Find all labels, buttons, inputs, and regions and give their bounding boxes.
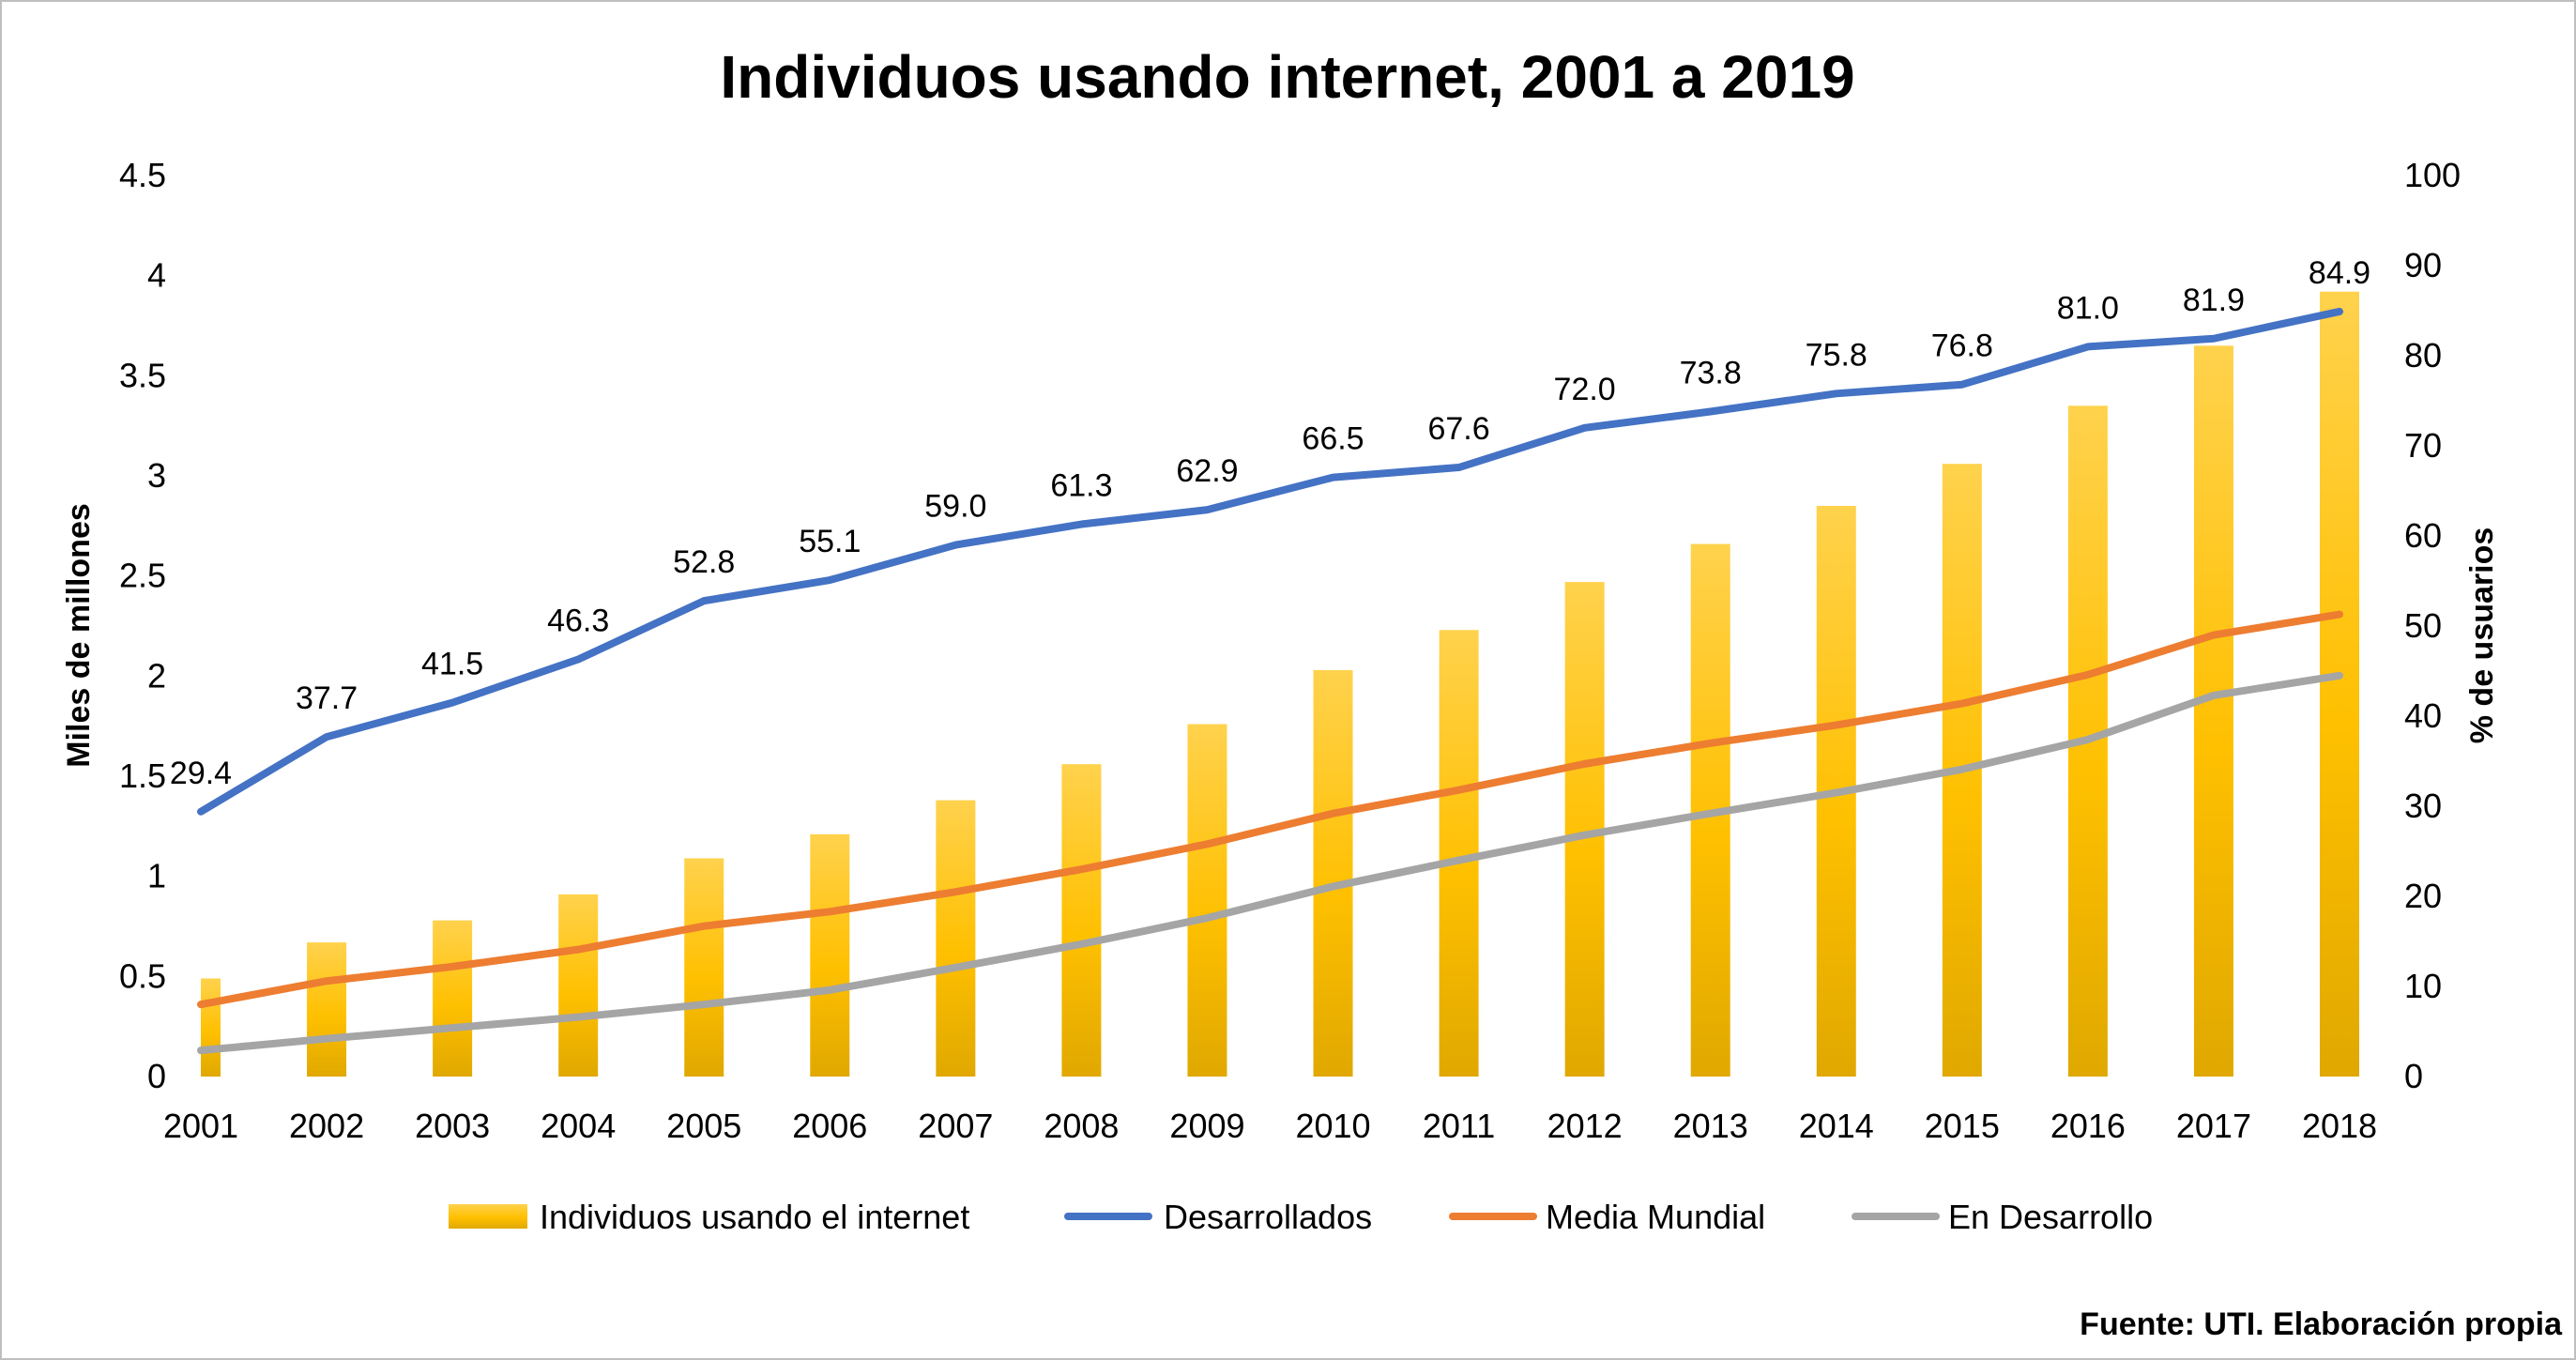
x-tick-label: 2009	[1169, 1107, 1244, 1145]
line-series	[197, 307, 2343, 1055]
x-tick-label: 2002	[289, 1107, 364, 1145]
data-label: 55.1	[799, 524, 861, 559]
x-tick-label: 2005	[666, 1107, 741, 1145]
legend-label: Media Mundial	[1546, 1198, 1765, 1236]
y-left-tick-label: 0	[147, 1057, 166, 1095]
legend-label: Individuos usando el internet	[540, 1198, 969, 1236]
x-tick-label: 2001	[163, 1107, 238, 1145]
y-axis-right-ticks: 0 10 20 30 40 50 60 70 80 90 100	[2404, 156, 2461, 1095]
data-label: 75.8	[1806, 337, 1867, 373]
y-left-tick-label: 4.5	[119, 156, 166, 194]
y-left-tick-label: 2	[147, 656, 166, 695]
x-tick-label: 2016	[2050, 1107, 2126, 1145]
series-line	[197, 671, 2343, 1055]
series-line	[197, 307, 2343, 816]
x-axis-ticks: 2001 2002 2003 2004 2005 2006 2007 2008 2009 2010…	[163, 1107, 2377, 1145]
y-axis-right-title: % de usuarios	[2464, 527, 2500, 744]
bar	[936, 800, 976, 1077]
x-tick-label: 2008	[1044, 1107, 1119, 1145]
y-left-tick-label: 0.5	[119, 956, 166, 995]
y-right-tick-label: 90	[2404, 246, 2442, 284]
x-tick-label: 2018	[2302, 1107, 2377, 1145]
x-tick-label: 2013	[1673, 1107, 1748, 1145]
bar	[1061, 764, 1102, 1077]
data-label: 72.0	[1554, 372, 1616, 407]
y-right-tick-label: 60	[2404, 516, 2442, 555]
bar	[201, 978, 221, 1077]
y-left-tick-label: 4	[147, 256, 166, 295]
y-left-tick-label: 1.5	[119, 756, 166, 795]
bar	[433, 920, 473, 1077]
data-label: 59.0	[924, 489, 986, 525]
x-tick-label: 2004	[541, 1107, 616, 1145]
bar	[2320, 291, 2359, 1077]
y-left-tick-label: 3.5	[119, 356, 166, 394]
data-label: 61.3	[1050, 468, 1112, 504]
bar	[2193, 345, 2233, 1077]
legend-label: Desarrollados	[1164, 1198, 1372, 1236]
x-tick-label: 2014	[1799, 1107, 1874, 1145]
data-label: 46.3	[547, 604, 609, 639]
bar	[810, 833, 850, 1077]
y-left-tick-label: 3	[147, 456, 166, 495]
y-right-tick-label: 40	[2404, 696, 2442, 735]
y-right-tick-label: 0	[2404, 1057, 2423, 1095]
x-tick-label: 2007	[918, 1107, 993, 1145]
data-label: 29.4	[170, 756, 232, 791]
data-label: 81.0	[2057, 290, 2119, 326]
y-right-tick-label: 80	[2404, 336, 2442, 374]
bar	[307, 942, 347, 1077]
bar	[1313, 669, 1353, 1077]
data-label: 81.9	[2183, 283, 2245, 318]
x-tick-label: 2012	[1547, 1107, 1623, 1145]
y-right-tick-label: 20	[2404, 877, 2442, 915]
x-tick-label: 2011	[1423, 1107, 1495, 1145]
series-line	[197, 610, 2343, 1009]
x-tick-label: 2010	[1295, 1107, 1370, 1145]
chart-title: Individuos usando internet, 2001 a 2019	[720, 43, 1854, 111]
data-label: 73.8	[1680, 356, 1742, 391]
y-right-tick-label: 10	[2404, 967, 2442, 1005]
source-note: Fuente: UTI. Elaboración propia	[2080, 1307, 2563, 1342]
y-right-tick-label: 30	[2404, 787, 2442, 825]
bar	[558, 894, 599, 1077]
y-right-tick-label: 100	[2404, 156, 2461, 194]
data-label: 62.9	[1176, 453, 1238, 489]
legend-label: En Desarrollo	[1948, 1198, 2153, 1236]
data-labels: 29.4 37.7 41.5 46.3 52.8 55.1 59.0 61.3 62.9 66.5…	[170, 255, 2370, 791]
data-label: 66.5	[1302, 421, 1364, 457]
data-label: 76.8	[1931, 329, 1993, 364]
data-label: 52.8	[673, 544, 735, 580]
legend-swatch	[449, 1204, 527, 1229]
bar	[1187, 724, 1227, 1077]
y-right-tick-label: 70	[2404, 426, 2442, 465]
legend: Individuos usando el internet Desarrollad…	[449, 1198, 2153, 1236]
data-label: 37.7	[296, 680, 358, 716]
bar	[684, 858, 724, 1077]
x-tick-label: 2015	[1925, 1107, 2000, 1145]
data-label: 84.9	[2309, 255, 2370, 291]
x-tick-label: 2017	[2176, 1107, 2251, 1145]
data-label: 41.5	[421, 647, 483, 682]
y-axis-left-ticks: 0 0.5 1 1.5 2 2.5 3 3.5 4 4.5	[119, 156, 166, 1095]
y-right-tick-label: 50	[2404, 606, 2442, 645]
y-left-tick-label: 2.5	[119, 557, 166, 595]
data-label: 67.6	[1427, 411, 1489, 447]
y-axis-left-title: Miles de millones	[61, 503, 97, 768]
y-left-tick-label: 1	[147, 857, 166, 895]
x-tick-label: 2006	[792, 1107, 867, 1145]
bar	[1439, 630, 1479, 1077]
x-tick-label: 2003	[415, 1107, 490, 1145]
bar-series	[201, 291, 2359, 1077]
